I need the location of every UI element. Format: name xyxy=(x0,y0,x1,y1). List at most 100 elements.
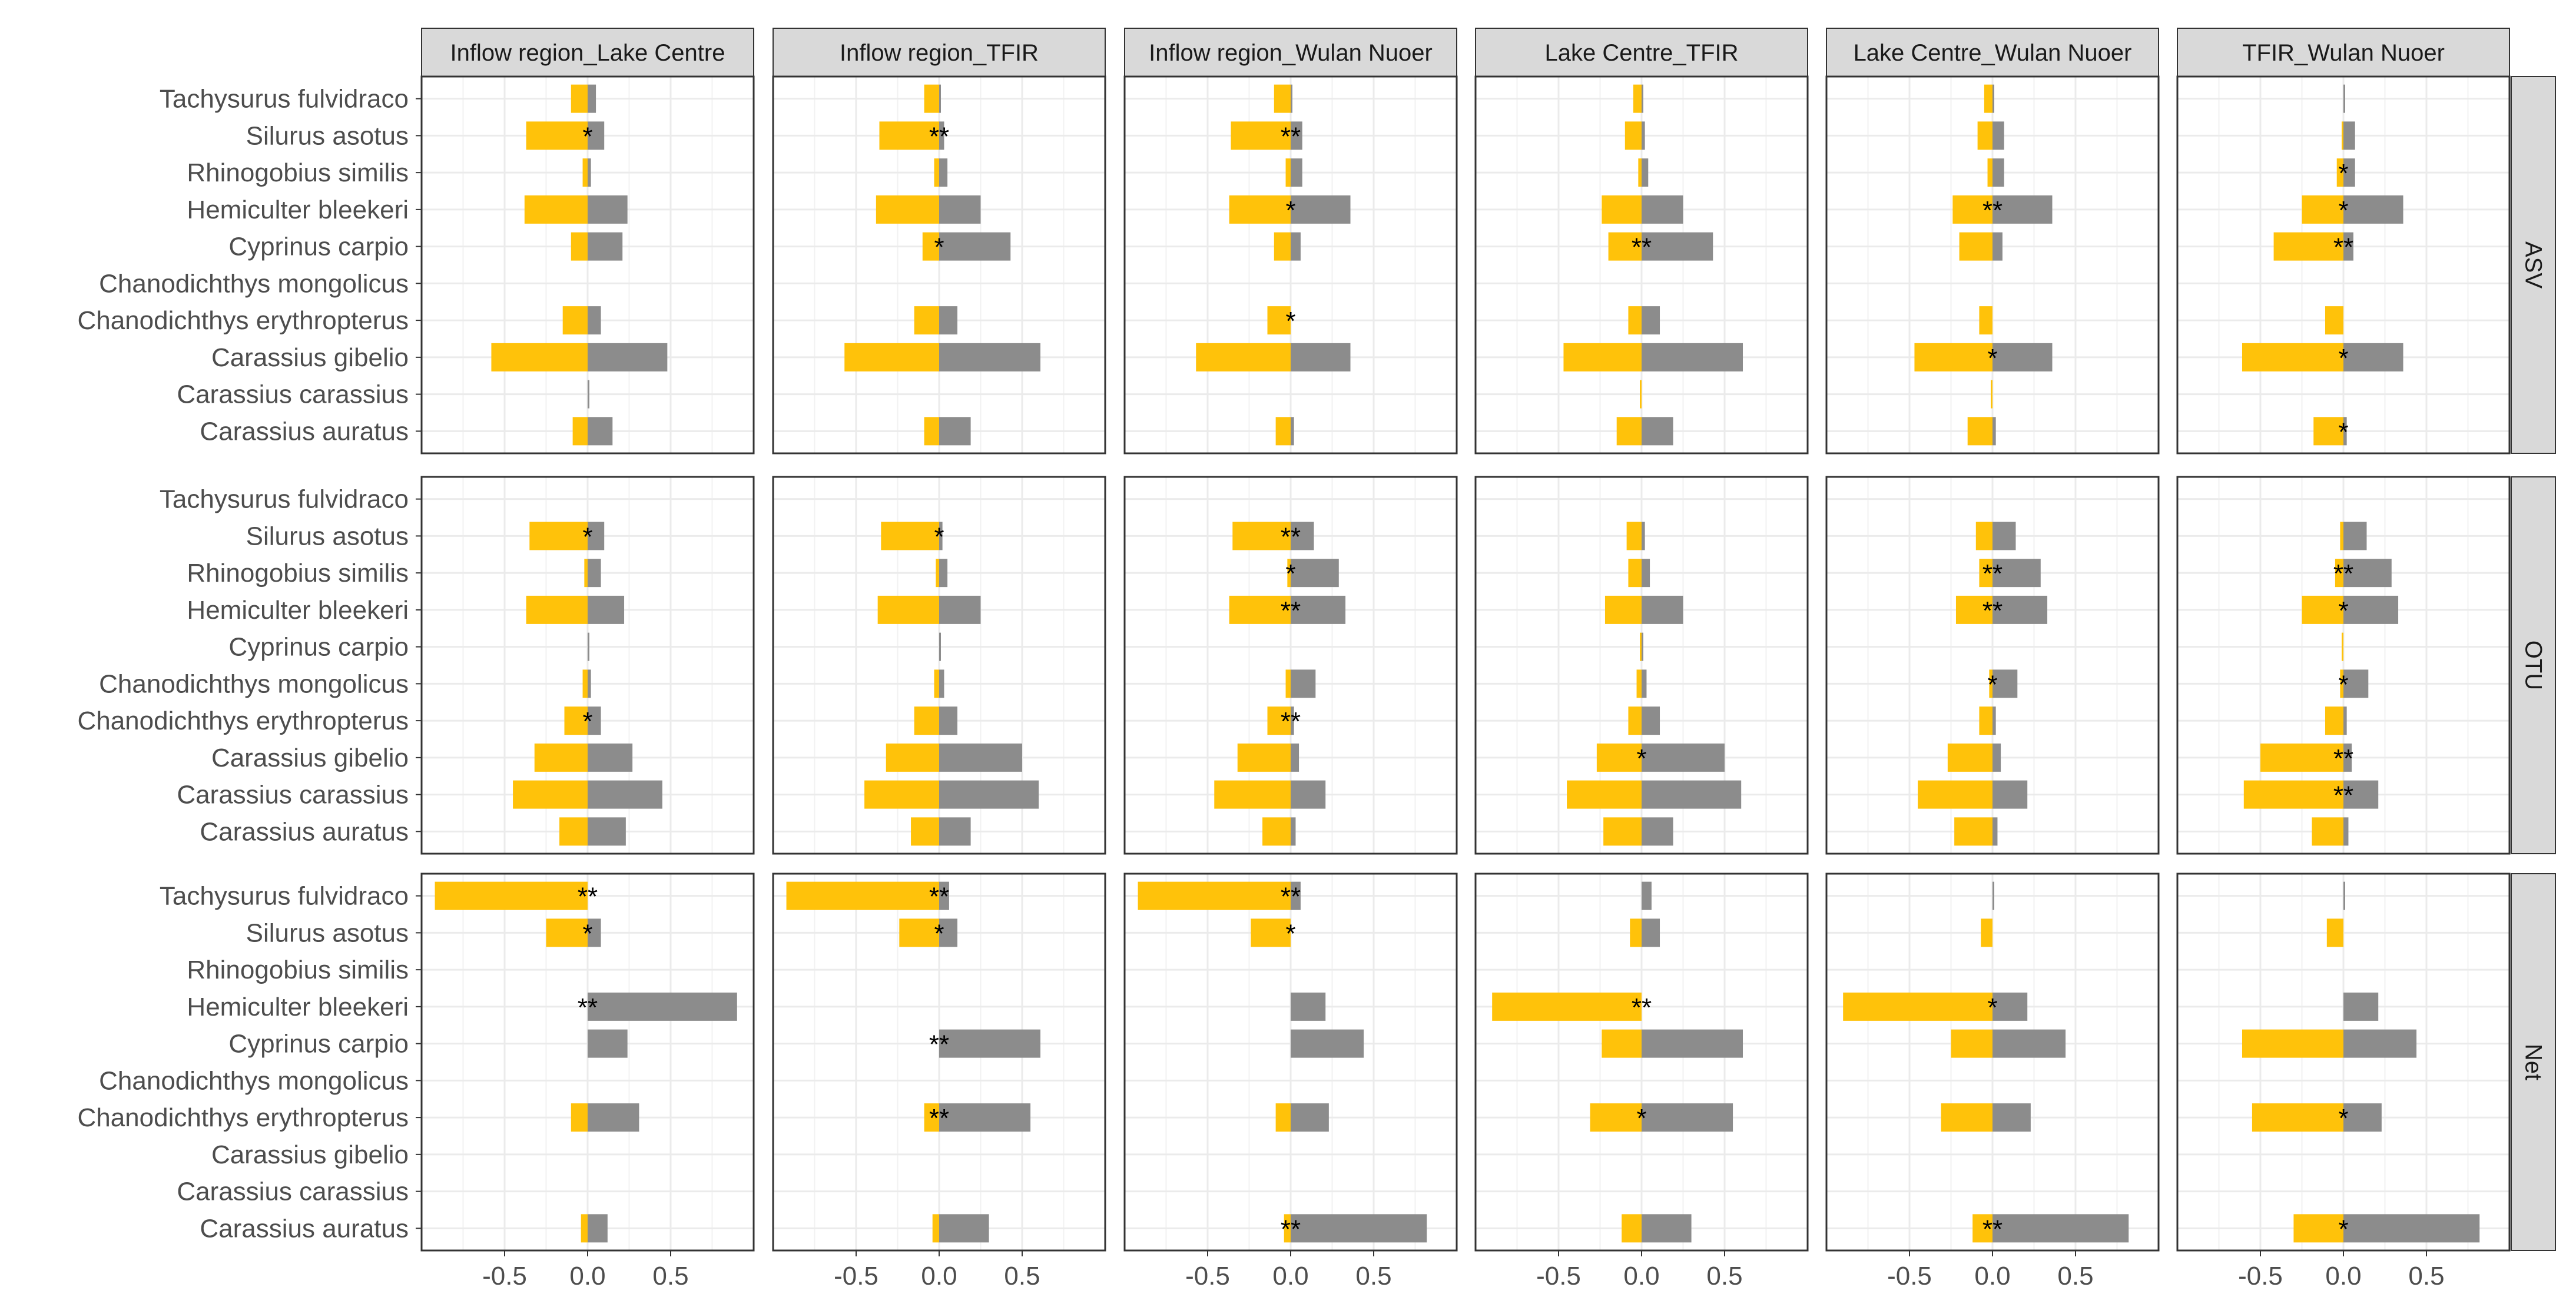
bar-positive xyxy=(588,522,605,550)
x-tick-label: 0.5 xyxy=(1355,1262,1391,1291)
bar-negative xyxy=(2340,669,2343,698)
bar-positive xyxy=(588,306,601,335)
bar-negative xyxy=(584,559,588,588)
bar-negative xyxy=(1603,817,1642,846)
bar-negative xyxy=(864,780,939,809)
significance-label: ** xyxy=(929,122,949,151)
significance-label: ** xyxy=(1632,233,1652,262)
bar-positive xyxy=(2343,669,2369,698)
bar-positive xyxy=(1992,84,1994,113)
bar-positive xyxy=(1992,1103,2031,1132)
bar-positive xyxy=(2343,121,2355,150)
bar-positive xyxy=(2343,595,2399,624)
bar-positive xyxy=(939,669,944,698)
bar-negative xyxy=(922,232,939,261)
bar-positive xyxy=(2343,195,2403,224)
bar-positive xyxy=(588,992,737,1021)
bar-positive xyxy=(1992,669,2018,698)
bar-positive xyxy=(588,1103,639,1132)
bar-positive xyxy=(939,417,971,446)
column-strip xyxy=(773,28,1106,77)
x-tick-label: 0.0 xyxy=(569,1262,605,1291)
bar-positive xyxy=(939,632,941,661)
bar-positive xyxy=(1992,232,2003,261)
bar-positive xyxy=(1642,595,1683,624)
row-strip-label: Net xyxy=(2521,1044,2547,1080)
bar-positive xyxy=(1291,121,1302,150)
bar-negative xyxy=(581,1214,588,1243)
bar-positive xyxy=(1291,817,1296,846)
bar-negative xyxy=(1275,417,1291,446)
bar-positive xyxy=(1992,992,2028,1021)
bar-negative xyxy=(877,595,939,624)
bar-positive xyxy=(588,559,601,588)
significance-label: ** xyxy=(1281,707,1301,736)
column-strip-label: TFIR_Wulan Nuoer xyxy=(2242,40,2445,66)
bar-negative xyxy=(2242,1029,2343,1058)
bar-positive xyxy=(2343,780,2379,809)
bar-positive xyxy=(1642,84,1643,113)
bar-positive xyxy=(1291,232,1301,261)
bar-negative xyxy=(1989,669,1992,698)
bar-negative xyxy=(534,743,588,772)
bar-positive xyxy=(1642,158,1649,187)
bar-positive xyxy=(1992,743,2001,772)
x-tick-label: 0.0 xyxy=(1974,1262,2010,1291)
bar-negative xyxy=(513,780,588,809)
y-tick-label: Carassius auratus xyxy=(200,417,409,446)
panel-border xyxy=(1825,75,2160,455)
bar-negative xyxy=(2335,559,2343,588)
bar-positive xyxy=(1291,559,1339,588)
bar-negative xyxy=(1633,84,1642,113)
bar-positive xyxy=(1642,195,1683,224)
bar-negative xyxy=(1602,195,1642,224)
bar-positive xyxy=(1291,84,1292,113)
bar-positive xyxy=(1291,417,1294,446)
panel-border xyxy=(2176,75,2511,455)
panel-border xyxy=(420,476,755,855)
bar-positive xyxy=(939,780,1039,809)
bar-negative xyxy=(1626,522,1642,550)
bar-positive xyxy=(1291,595,1346,624)
panel-border xyxy=(1123,75,1458,455)
bar-positive xyxy=(588,380,589,409)
bar-negative xyxy=(1590,1103,1642,1132)
bar-negative xyxy=(899,918,939,947)
significance-label: ** xyxy=(1982,196,2003,225)
bar-positive xyxy=(939,881,949,910)
bar-positive xyxy=(588,595,625,624)
bar-positive xyxy=(588,121,605,150)
bar-negative xyxy=(1274,84,1291,113)
x-tick-label: -0.5 xyxy=(1185,1262,1230,1291)
bar-positive xyxy=(939,595,981,624)
significance-label: * xyxy=(2338,1104,2348,1133)
bar-negative xyxy=(1138,881,1291,910)
bar-negative xyxy=(1231,121,1291,150)
bar-negative xyxy=(1640,632,1642,661)
significance-label: ** xyxy=(1982,596,2003,625)
bar-negative xyxy=(564,706,588,735)
bar-positive xyxy=(1291,195,1351,224)
y-tick-label: Rhinogobius similis xyxy=(187,956,409,984)
bar-positive xyxy=(939,306,958,335)
bar-negative xyxy=(2312,817,2343,846)
bar-negative xyxy=(1952,195,1992,224)
x-tick-label: 0.5 xyxy=(2408,1262,2444,1291)
y-tick-label: Cyprinus carpio xyxy=(228,633,409,662)
bar-positive xyxy=(1642,1103,1733,1132)
bar-positive xyxy=(2343,559,2392,588)
bar-positive xyxy=(939,817,971,846)
significance-label: * xyxy=(2338,344,2348,373)
significance-label: * xyxy=(582,919,592,948)
significance-label: * xyxy=(1987,344,1997,373)
significance-label: ** xyxy=(1632,993,1652,1022)
bar-positive xyxy=(1992,595,2048,624)
bar-negative xyxy=(1636,669,1642,698)
significance-label: ** xyxy=(578,993,598,1022)
bar-positive xyxy=(1642,522,1645,550)
bar-negative xyxy=(2336,158,2343,187)
bar-negative xyxy=(2342,121,2343,150)
bar-negative xyxy=(2293,1214,2343,1243)
significance-label: * xyxy=(1987,670,1997,699)
bar-negative xyxy=(1237,743,1291,772)
